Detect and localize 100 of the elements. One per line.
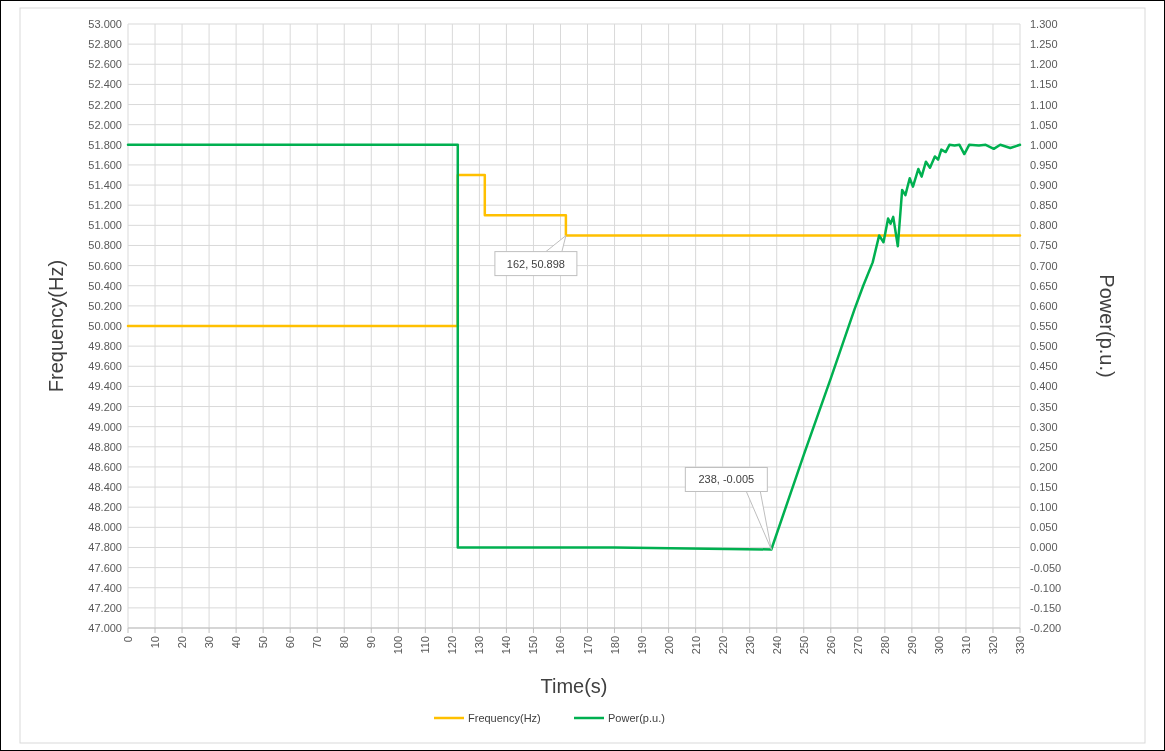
y2-tick-label: 1.050 [1030,118,1058,131]
y-tick-label: 50.400 [88,279,122,292]
x-tick-label: 180 [608,636,621,655]
x-tick-label: 170 [581,636,594,655]
y-tick-label: 49.800 [88,340,122,353]
y2-tick-label: 0.400 [1030,380,1058,393]
x-tick-label: 280 [878,636,891,655]
x-tick-label: 190 [635,636,648,655]
y2-tick-label: -0.050 [1030,561,1062,574]
annotation: 238, -0.005 [698,473,755,486]
y2-tick-label: 0.100 [1030,501,1058,514]
y2-tick-label: 0.200 [1030,460,1058,473]
y2-tick-label: 0.750 [1030,239,1058,252]
x-tick-label: 310 [959,636,972,655]
y2-tick-label: 0.350 [1030,400,1058,413]
x-tick-label: 160 [554,636,567,655]
x-tick-label: 80 [338,636,351,649]
y-tick-label: 50.200 [88,299,122,312]
x-tick-label: 100 [392,636,405,655]
y2-tick-label: 0.650 [1030,279,1058,292]
y-tick-label: 47.000 [88,622,122,634]
y-tick-label: 50.000 [88,320,122,332]
x-tick-label: 0 [122,636,134,643]
legend-label: Frequency(Hz) [468,712,541,724]
y-tick-label: 50.600 [88,259,122,272]
y-tick-label: 52.200 [88,98,122,111]
y-tick-label: 48.800 [88,440,122,453]
annotation: 162, 50.898 [506,257,565,270]
y2-tick-label: 0.800 [1030,219,1058,232]
y2-tick-label: 0.300 [1030,420,1058,433]
x-tick-label: 30 [203,636,216,649]
y2-tick-label: 1.300 [1030,18,1058,30]
y-tick-label: 51.600 [88,158,122,171]
y2-tick-label: 0.500 [1030,340,1058,353]
x-tick-label: 260 [824,636,837,655]
x-tick-label: 300 [932,636,945,655]
y2-tick-label: 0.950 [1030,158,1058,171]
y2-tick-label: 0.700 [1030,259,1058,272]
y2-tick-label: 0.000 [1030,541,1058,554]
y2-tick-label: -0.150 [1030,601,1062,614]
y-tick-label: 47.600 [88,561,122,574]
y-tick-label: 51.000 [88,219,122,232]
y-tick-label: 51.200 [88,199,122,212]
x-tick-label: 320 [986,636,999,655]
y2-tick-label: 1.250 [1030,38,1058,51]
y-tick-label: 47.800 [88,541,122,554]
x-tick-label: 10 [149,636,162,649]
x-tick-label: 140 [500,636,513,655]
y-tick-label: 51.400 [88,179,122,192]
y2-tick-label: -0.100 [1030,581,1062,594]
y2-tick-label: 1.000 [1030,138,1058,151]
x-tick-label: 220 [716,636,729,655]
x-tick-label: 210 [689,636,702,655]
y-tick-label: 49.200 [88,400,122,413]
x-tick-label: 40 [230,636,243,649]
y-tick-label: 49.600 [88,360,122,373]
x-tick-label: 250 [797,636,810,655]
x-tick-label: 20 [176,636,189,649]
y2-axis-title: Power(p.u.) [1096,274,1118,378]
y2-tick-label: 0.150 [1030,481,1058,494]
y-tick-label: 51.800 [88,138,122,151]
y-axis-title: Frequency(Hz) [45,259,67,393]
y2-tick-label: 0.900 [1030,179,1058,192]
y2-tick-label: 0.600 [1030,299,1058,312]
x-tick-label: 110 [419,636,432,654]
y2-tick-label: 0.450 [1030,360,1058,373]
y-tick-label: 52.600 [88,58,122,71]
x-tick-label: 330 [1014,636,1026,655]
x-tick-label: 200 [662,636,675,655]
x-tick-label: 50 [257,636,270,649]
y-tick-label: 53.000 [88,18,122,30]
y-tick-label: 48.200 [88,501,122,514]
line-series [126,143,1022,551]
y-tick-label: 48.400 [88,481,122,494]
x-tick-label: 290 [905,636,918,655]
x-tick-label: 60 [284,636,297,649]
y2-tick-label: 0.050 [1030,521,1058,534]
y-tick-label: 47.400 [88,581,122,594]
x-tick-label: 150 [527,636,540,655]
y2-tick-label: -0.200 [1030,622,1062,634]
y-tick-label: 48.000 [88,521,122,534]
y2-tick-label: 1.200 [1030,58,1058,71]
y2-tick-label: 1.150 [1030,78,1058,91]
y-tick-label: 52.000 [88,118,122,131]
y2-tick-label: 0.850 [1030,199,1058,212]
y2-tick-label: 0.550 [1030,320,1058,332]
x-tick-label: 240 [770,636,783,655]
y-tick-label: 52.400 [88,78,122,91]
x-tick-label: 270 [851,636,864,655]
x-tick-label: 130 [473,636,486,655]
y-tick-label: 49.400 [88,380,122,393]
x-tick-label: 120 [446,636,459,655]
x-tick-label: 70 [311,636,324,649]
y-tick-label: 48.600 [88,460,122,473]
y2-tick-label: 0.250 [1030,440,1058,453]
y2-tick-label: 1.100 [1030,98,1058,111]
x-axis-title: Time(s) [540,675,608,697]
y-tick-label: 52.800 [88,38,122,51]
y-tick-label: 50.800 [88,239,122,252]
legend-label: Power(p.u.) [608,712,665,724]
